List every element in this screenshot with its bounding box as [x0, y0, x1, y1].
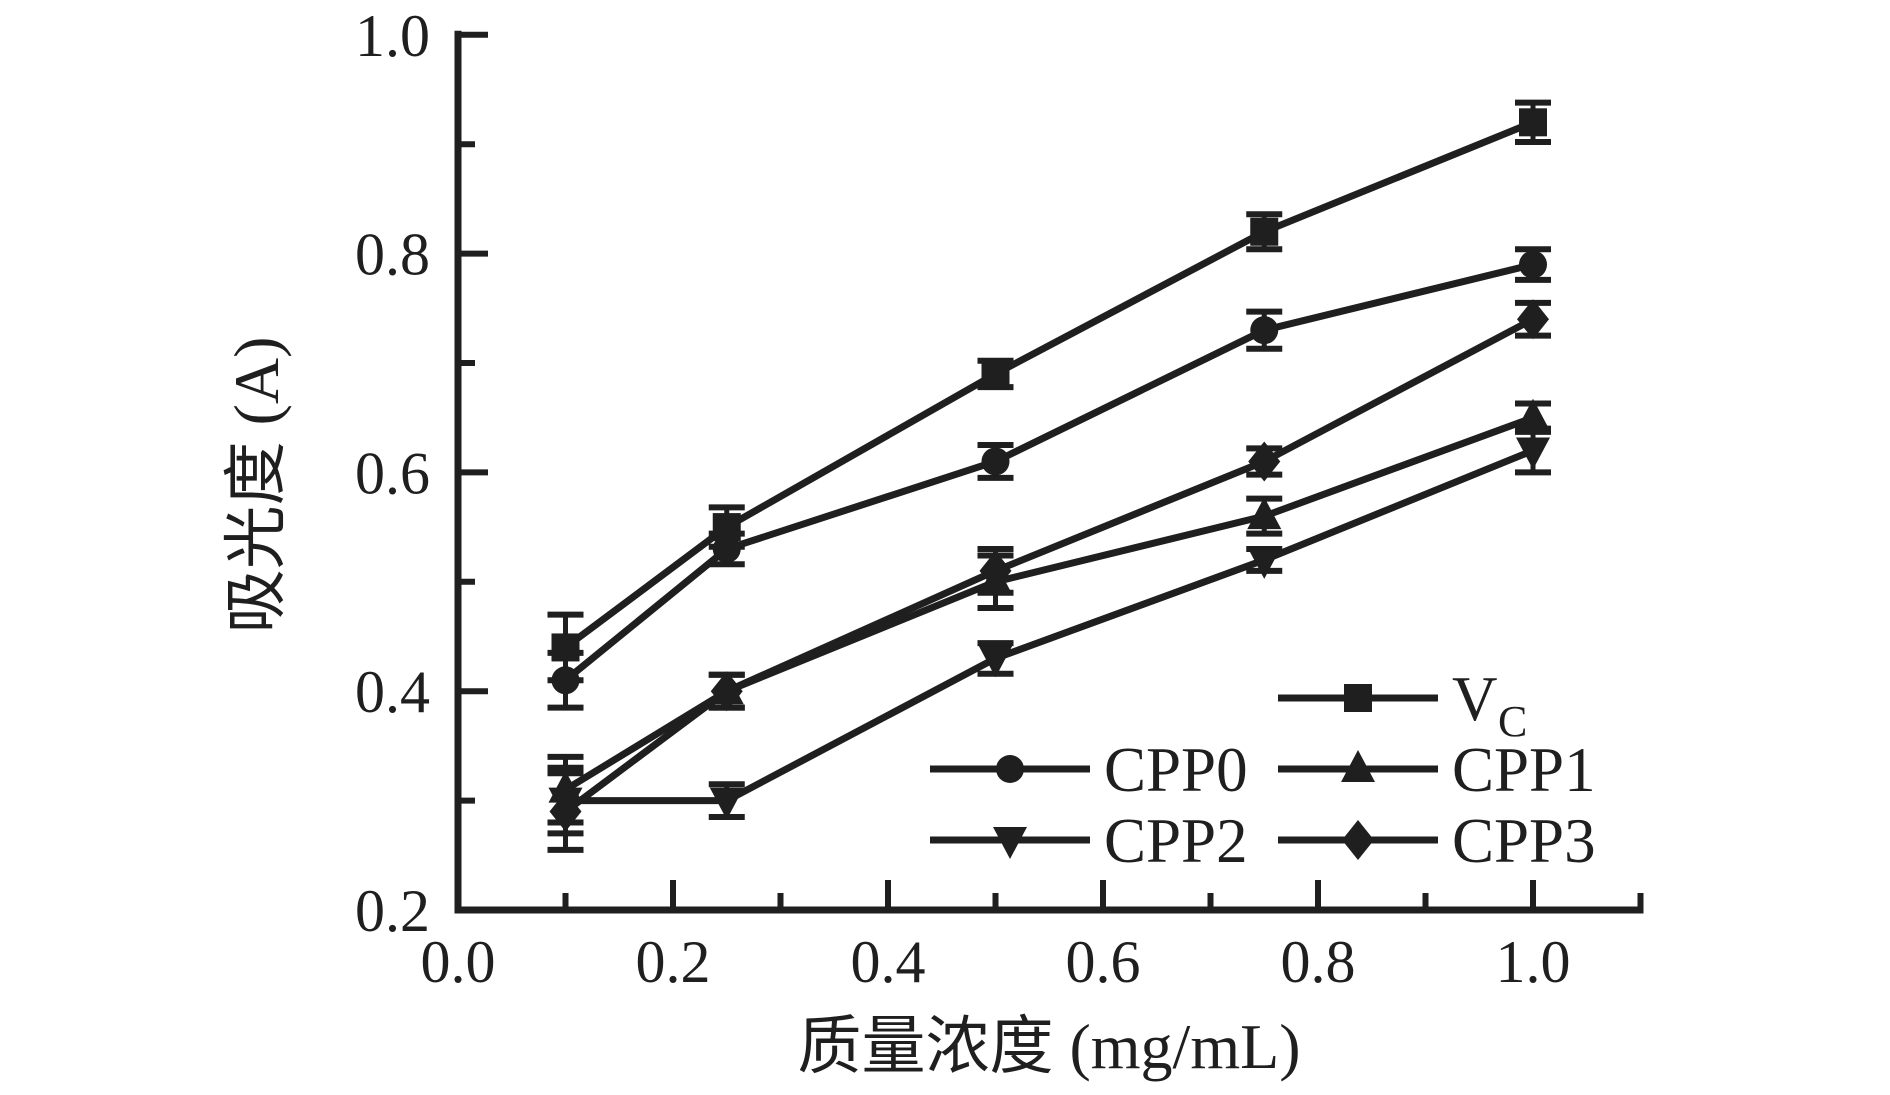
triangle-down-marker [1516, 437, 1550, 470]
triangle-down-marker [1247, 546, 1282, 579]
y-axis: 0.2 0.4 0.6 0.8 1.0 [355, 3, 488, 944]
x-tick-label: 0.4 [851, 929, 926, 995]
triangle-up-marker [1247, 497, 1282, 530]
x-axis: 0.0 0.2 0.4 0.6 0.8 1.0 [421, 880, 1644, 995]
legend-label-subscript: C [1498, 697, 1527, 746]
x-axis-title: 质量浓度 (mg/mL) [797, 1011, 1300, 1082]
legend-label: V [1452, 664, 1498, 734]
diamond-marker [549, 791, 582, 832]
legend-label: CPP0 [1104, 735, 1248, 805]
circle-marker [1519, 250, 1547, 279]
series-CPP2-line [562, 447, 1537, 805]
diamond-marker [710, 671, 743, 712]
square-marker [1519, 108, 1547, 137]
square-marker [981, 359, 1010, 388]
circle-marker [712, 534, 741, 563]
diamond-marker [979, 550, 1012, 591]
y-tick-label: 0.4 [355, 659, 430, 725]
x-tick-label: 0.2 [636, 929, 711, 995]
legend-label: CPP2 [1104, 806, 1248, 876]
legend-entry-CPP1: CPP1 [1278, 735, 1596, 805]
circle-marker [996, 755, 1024, 783]
y-tick-label: 1.0 [355, 3, 430, 69]
series-CPP3 [547, 299, 1551, 853]
triangle-up-marker [1341, 750, 1375, 782]
circle-marker [551, 666, 580, 695]
y-tick-label: 0.2 [355, 878, 430, 944]
triangle-down-marker [993, 827, 1027, 859]
x-tick-label: 1.0 [1496, 929, 1571, 995]
triangle-down-marker [978, 645, 1013, 678]
square-marker [1250, 217, 1279, 246]
legend: V C CPP0 CPP1 CPP2 CPP3 [930, 664, 1596, 876]
triangle-down-marker [709, 787, 744, 820]
series-CPP1 [547, 398, 1551, 826]
y-tick-label: 0.8 [355, 222, 430, 288]
y-tick-label: 0.6 [355, 440, 430, 506]
diamond-marker [1248, 441, 1281, 482]
legend-label: CPP3 [1452, 806, 1596, 876]
triangle-up-marker [1516, 398, 1550, 431]
circle-marker [981, 447, 1010, 476]
diamond-marker [1342, 820, 1374, 860]
legend-entry-CPP0: CPP0 [930, 735, 1248, 805]
square-marker [1344, 684, 1372, 712]
diamond-marker [1517, 299, 1549, 340]
circle-marker [1250, 316, 1279, 345]
x-tick-label: 0.6 [1066, 929, 1141, 995]
y-axis-title: 吸光度 (A) [221, 337, 292, 634]
series-CPP2 [547, 425, 1551, 837]
legend-entry-CPP3: CPP3 [1278, 806, 1596, 876]
legend-label: CPP1 [1452, 735, 1596, 805]
series-CPP0 [547, 246, 1551, 711]
x-tick-label: 0.8 [1281, 929, 1356, 995]
x-tick-label: 0.0 [421, 929, 496, 995]
legend-entry-CPP2: CPP2 [930, 806, 1248, 876]
series-CPP1-line [562, 414, 1537, 794]
